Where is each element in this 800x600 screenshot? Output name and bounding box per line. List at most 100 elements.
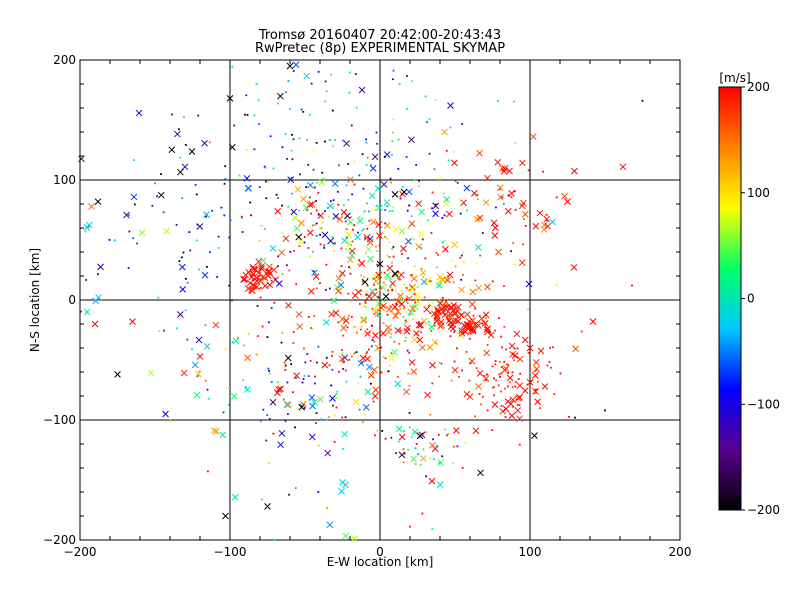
data-point-cross: [292, 61, 300, 69]
data-point-dot: [366, 156, 369, 159]
data-point-cross: [386, 264, 394, 272]
data-point-dot: [548, 361, 551, 363]
data-point-cross: [371, 366, 378, 374]
y-tick-label: −200: [43, 533, 76, 547]
data-point-dot: [524, 224, 527, 227]
data-point-dot: [353, 325, 356, 328]
data-point-cross: [518, 259, 526, 266]
data-point-cross: [436, 481, 444, 488]
data-point-cross: [380, 302, 387, 310]
data-point-cross: [188, 148, 196, 155]
data-point-dot: [410, 436, 413, 439]
data-point-dot: [422, 432, 425, 435]
data-point-dot: [390, 436, 393, 439]
data-point-cross: [483, 349, 491, 357]
data-point-dot: [527, 169, 530, 172]
data-point-cross: [482, 311, 490, 319]
data-point-dot: [390, 352, 393, 355]
data-point-dot: [228, 386, 230, 389]
data-point-dot: [405, 336, 408, 339]
data-point-dot: [436, 266, 439, 269]
data-point-cross: [303, 72, 311, 80]
data-point-cross: [408, 136, 415, 144]
data-point-dot: [133, 203, 136, 206]
data-point-dot: [454, 179, 457, 182]
data-point-dot: [456, 181, 459, 184]
data-point-dot: [175, 327, 178, 330]
data-point-cross: [370, 218, 377, 226]
data-point-dot: [545, 219, 548, 222]
data-point-dot: [290, 363, 293, 366]
data-point-dot: [253, 148, 256, 151]
data-point-dot: [151, 204, 154, 207]
data-point-dot: [402, 448, 405, 451]
data-point-dot: [292, 342, 295, 344]
data-point-dot: [303, 347, 305, 350]
data-point-dot: [534, 392, 536, 394]
data-point-cross: [405, 238, 412, 245]
data-point-dot: [404, 322, 407, 325]
data-point-cross: [365, 246, 373, 253]
data-point-dot: [431, 382, 434, 385]
data-point-cross: [180, 369, 188, 377]
data-point-dot: [358, 259, 361, 262]
data-point-cross: [308, 200, 316, 208]
data-point-dot: [422, 276, 425, 278]
data-point-cross: [308, 394, 316, 401]
data-point-dot: [432, 438, 434, 441]
data-point-dot: [453, 360, 456, 363]
data-point-cross: [521, 387, 529, 394]
data-point-cross: [212, 321, 220, 329]
data-point-dot: [127, 267, 130, 269]
data-point-cross: [532, 222, 540, 230]
data-point-dot: [360, 274, 363, 277]
data-point-cross: [529, 133, 537, 141]
data-point-dot: [184, 309, 187, 312]
data-point-dot: [368, 348, 370, 351]
data-point-dot: [409, 313, 412, 316]
data-point-dot: [331, 368, 334, 371]
data-point-cross: [516, 415, 523, 422]
data-point-dot: [304, 361, 307, 364]
data-point-dot: [264, 166, 267, 169]
data-point-cross: [92, 297, 100, 305]
data-point-cross: [312, 273, 320, 281]
data-point-dot: [183, 116, 185, 118]
data-point-dot: [182, 251, 185, 254]
data-point-dot: [374, 209, 377, 211]
data-point-dot: [364, 318, 367, 321]
data-point-cross: [242, 271, 249, 279]
data-point-dot: [462, 273, 464, 276]
data-point-dot: [406, 209, 409, 212]
data-point-dot: [559, 372, 562, 375]
data-point-dot: [373, 434, 376, 437]
data-point-dot: [391, 289, 394, 292]
data-point-cross: [476, 149, 483, 157]
data-point-dot: [365, 138, 367, 141]
data-point-dot: [186, 281, 189, 284]
data-point-dot: [574, 416, 576, 419]
data-point-cross: [162, 410, 169, 418]
data-point-dot: [312, 270, 315, 273]
data-point-dot: [246, 113, 249, 116]
data-point-dot: [257, 275, 259, 278]
data-point-cross: [549, 218, 556, 226]
data-point-cross: [264, 503, 271, 510]
data-point-cross: [371, 153, 379, 161]
data-point-dot: [294, 426, 296, 429]
data-point-dot: [256, 335, 259, 337]
data-point-dot: [154, 182, 156, 185]
data-point-cross: [306, 229, 314, 237]
data-point-dot: [310, 82, 313, 85]
data-point-cross: [410, 275, 418, 282]
data-point-dot: [351, 193, 353, 196]
data-point-cross: [266, 263, 273, 271]
data-point-cross: [463, 184, 471, 192]
data-point-dot: [294, 487, 297, 489]
data-point-dot: [286, 381, 289, 384]
data-point-dot: [358, 216, 361, 218]
data-point-dot: [362, 228, 365, 231]
data-point-cross: [201, 271, 209, 279]
data-point-dot: [389, 286, 392, 289]
data-point-dot: [516, 347, 519, 350]
